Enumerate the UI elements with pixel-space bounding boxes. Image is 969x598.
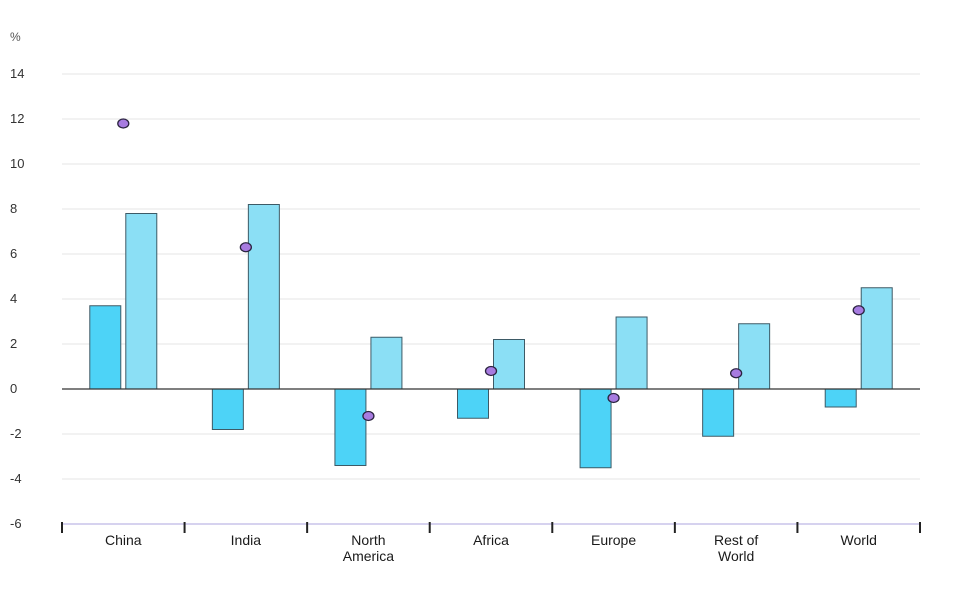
x-tick-label: World — [841, 532, 877, 548]
point-marker — [852, 305, 865, 316]
x-tick-label: India — [231, 532, 262, 548]
bar — [457, 388, 489, 419]
bar — [702, 388, 735, 437]
y-tick-label: 8 — [10, 201, 17, 216]
bar — [247, 204, 280, 390]
grid-lines — [62, 73, 920, 480]
bar — [738, 323, 771, 390]
x-tick-label: Africa — [473, 532, 509, 548]
x-tick-label: Rest of World — [714, 532, 758, 564]
y-tick-label: -4 — [10, 471, 22, 486]
x-tick-label-line: India — [231, 532, 262, 548]
bar — [579, 388, 612, 469]
points — [117, 118, 865, 422]
x-tick-label-line: Rest of — [714, 532, 758, 548]
point-marker — [484, 365, 498, 377]
y-tick-label: 6 — [10, 246, 17, 261]
bar — [493, 339, 525, 390]
y-tick-label: 2 — [10, 336, 17, 351]
point-marker — [729, 368, 743, 379]
x-axis — [61, 522, 921, 533]
y-tick-label: -2 — [10, 426, 22, 441]
y-tick-label: 4 — [10, 291, 17, 306]
x-tick-label: North America — [343, 532, 395, 564]
x-tick-label-line: Africa — [473, 532, 509, 548]
bar — [615, 316, 648, 390]
x-tick-label: China — [105, 532, 142, 548]
bar — [211, 388, 244, 430]
x-tick-label: Europe — [591, 532, 636, 548]
x-tick-label-line: North — [351, 532, 385, 548]
y-tick-label: 12 — [10, 111, 24, 126]
bar — [89, 305, 122, 390]
point-marker — [117, 118, 130, 129]
x-tick-label-line: World — [718, 548, 754, 564]
bar — [334, 388, 367, 466]
bar — [125, 213, 158, 390]
bars — [89, 204, 893, 469]
y-tick-label: 14 — [10, 66, 24, 81]
bar — [824, 388, 857, 408]
point-marker — [362, 410, 375, 422]
x-tick-label-line: World — [841, 532, 877, 548]
x-tick-label-line: America — [343, 548, 395, 564]
bar — [860, 287, 893, 390]
y-unit-label: % — [10, 30, 21, 44]
y-tick-label: -6 — [10, 516, 22, 531]
y-tick-label: 0 — [10, 381, 17, 396]
y-tick-label: 10 — [10, 156, 24, 171]
bar — [370, 336, 403, 390]
point-marker — [607, 392, 620, 404]
x-tick-label-line: Europe — [591, 532, 636, 548]
x-tick-label-line: China — [105, 532, 142, 548]
point-marker — [239, 242, 253, 253]
tick-labels: % -6 -4 -2 0 2 4 6 8 10 12 14 China India North Americ… — [10, 30, 877, 564]
